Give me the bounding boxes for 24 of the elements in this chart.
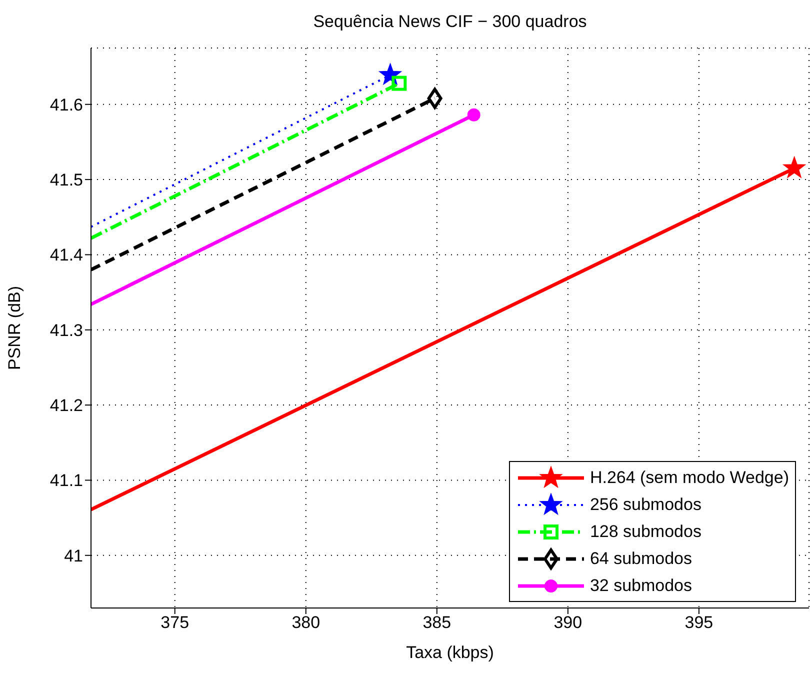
y-tick-label: 41.1 (50, 471, 83, 490)
x-axis-title: Taxa (kbps) (406, 643, 494, 662)
legend-label: 256 submodos (590, 494, 702, 514)
point (467, 108, 480, 122)
x-tick-label: 380 (292, 613, 320, 632)
y-tick-label: 41.6 (50, 95, 83, 114)
y-tick-label: 41 (64, 546, 83, 566)
point (783, 156, 806, 178)
x-tick-label: 395 (684, 613, 714, 632)
y-tick-label: 41.3 (50, 320, 83, 340)
legend-label: H.264 (sem modo Wedge) (590, 468, 789, 488)
point (392, 76, 407, 91)
y-tick-label: 41.4 (50, 246, 83, 265)
y-axis-title: PSNR (dB) (5, 286, 24, 370)
legend-label: 64 submodos (590, 548, 692, 568)
x-tick-label: 385 (422, 613, 452, 632)
point (427, 88, 442, 109)
y-tick-label: 41.2 (50, 396, 83, 416)
x-tick-label: 375 (160, 613, 190, 632)
legend-label: 32 submodos (590, 576, 692, 596)
x-tick-label: 390 (554, 613, 582, 632)
y-tick-label: 41.5 (50, 170, 83, 190)
legend-label: 128 submodos (590, 522, 702, 542)
chart-title: Sequência News CIF − 300 quadros (312, 12, 588, 32)
